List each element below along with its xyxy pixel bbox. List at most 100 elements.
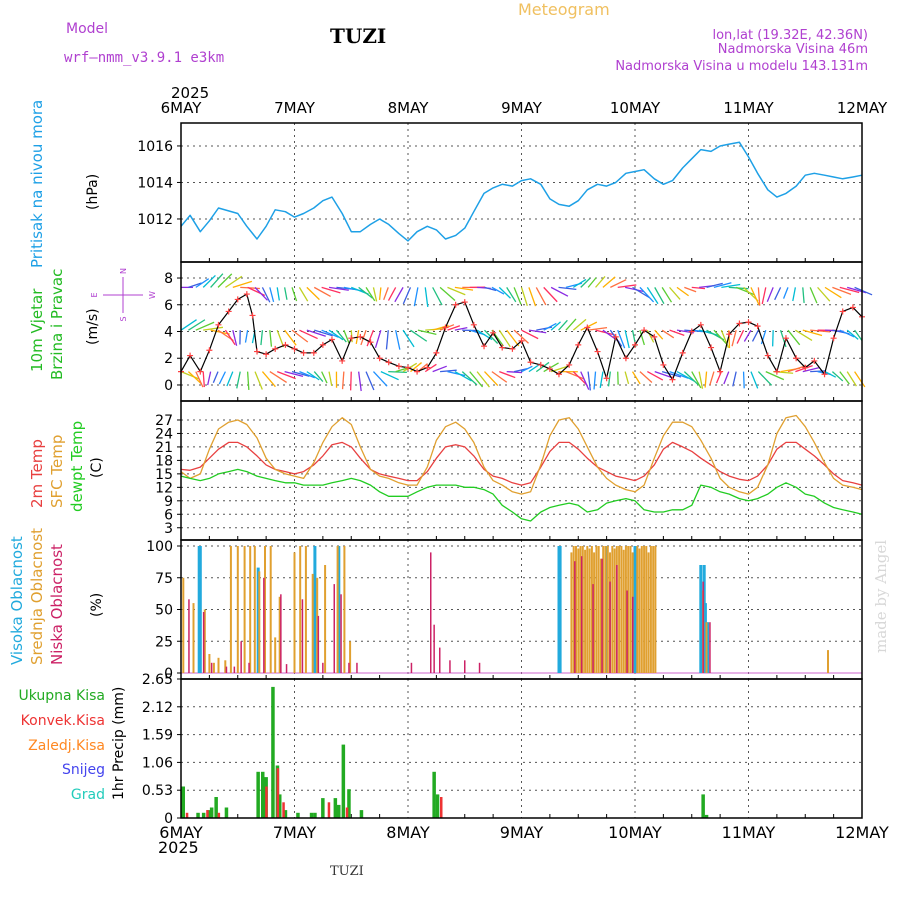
wind-speed-marker bbox=[234, 296, 241, 303]
wind-direction-arrow bbox=[610, 279, 627, 288]
wind-direction-arrow bbox=[210, 273, 224, 288]
compass-w: W bbox=[148, 291, 157, 299]
cloud-low-bar bbox=[301, 599, 304, 673]
wind-direction-arrow bbox=[269, 330, 273, 347]
wind-speed-marker bbox=[679, 349, 686, 356]
wind-direction-arrow bbox=[513, 287, 522, 305]
wind-speed-marker bbox=[669, 376, 676, 383]
compass-s: S bbox=[119, 316, 128, 321]
wind-direction-arrow bbox=[854, 286, 873, 296]
wind-direction-arrow bbox=[299, 329, 318, 340]
wind-direction-arrow bbox=[203, 326, 224, 331]
cloud-mid-bar bbox=[638, 548, 641, 673]
cloud-low-bar bbox=[225, 666, 228, 673]
y-tick-label: 15 bbox=[155, 467, 173, 483]
wind-direction-arrow bbox=[343, 329, 350, 344]
precip-legend-hail: Grad bbox=[71, 787, 105, 803]
wind-direction-arrow bbox=[676, 286, 689, 297]
wind-direction-arrow bbox=[387, 287, 397, 301]
wind-direction-arrow bbox=[291, 370, 310, 377]
wind-speed-marker bbox=[793, 355, 800, 362]
cloud-low-bar bbox=[478, 662, 481, 673]
cloud-high-bar bbox=[699, 565, 703, 673]
panel-frame bbox=[180, 678, 863, 819]
wind-direction-arrow bbox=[269, 371, 287, 383]
compass-n: N bbox=[119, 268, 128, 274]
wind-speed-marker bbox=[215, 321, 222, 328]
temp-title-2m: 2m Temp bbox=[28, 439, 46, 508]
cloud-mid-bar bbox=[336, 546, 339, 673]
wind-direction-arrow bbox=[654, 370, 673, 379]
wind-direction-arrow bbox=[349, 371, 352, 391]
wind-direction-arrow bbox=[639, 286, 655, 303]
precip-total-bar bbox=[196, 812, 200, 818]
wind-speed-marker bbox=[651, 333, 658, 340]
dewpt-line bbox=[180, 468, 863, 522]
wind-direction-arrow bbox=[366, 329, 375, 347]
cloud-mid-bar bbox=[203, 609, 206, 673]
wind-speed-marker bbox=[339, 357, 346, 364]
precip-conv-bar bbox=[282, 802, 285, 818]
cloud-high-bar bbox=[198, 546, 202, 673]
wind-direction-arrow bbox=[269, 287, 275, 303]
y-tick-label: 0 bbox=[164, 811, 173, 827]
cloud-high-bar bbox=[703, 603, 707, 673]
x-tick-label-bottom: 7MAY bbox=[273, 823, 317, 842]
year-top: 2025 bbox=[171, 84, 209, 102]
wind-direction-arrow bbox=[774, 287, 782, 301]
precip-total-bar bbox=[435, 794, 440, 818]
cloud-mid-bar bbox=[640, 546, 643, 673]
wind-direction-arrow bbox=[469, 371, 484, 388]
precip-total-bar bbox=[271, 686, 275, 818]
wind-direction-arrow bbox=[321, 371, 328, 384]
wind-direction-arrow bbox=[232, 330, 238, 346]
wind-direction-arrow bbox=[624, 371, 630, 385]
wind-direction-arrow bbox=[543, 286, 558, 303]
cloud-mid-bar bbox=[278, 596, 281, 673]
cloud-low-bar bbox=[285, 664, 288, 673]
cloud-low-bar bbox=[188, 599, 190, 673]
cloud-low-bar bbox=[317, 615, 320, 673]
wind-direction-arrow bbox=[824, 286, 842, 299]
y-tick-label: 1012 bbox=[137, 212, 173, 228]
wind-direction-arrow bbox=[802, 287, 805, 304]
temp2m-line bbox=[180, 441, 863, 486]
tick-layer: 1012101410160246836912151821242702550751… bbox=[137, 99, 889, 842]
wind-direction-arrow bbox=[543, 322, 557, 331]
wind-direction-arrow bbox=[750, 287, 760, 306]
precip-total-bar bbox=[201, 812, 206, 818]
x-tick-label-top: 8MAY bbox=[388, 99, 430, 117]
compass-rose: N E S W bbox=[90, 268, 157, 322]
wind-direction-arrow bbox=[731, 330, 737, 347]
wind-direction-arrow bbox=[454, 371, 472, 382]
wind-direction-arrow bbox=[372, 371, 388, 387]
wind-speed-marker bbox=[764, 352, 771, 359]
y-tick-label: 18 bbox=[155, 453, 173, 469]
cloud-mid-bar bbox=[575, 546, 577, 673]
wind-direction-arrow bbox=[599, 371, 604, 388]
cloud-mid-bar bbox=[627, 546, 630, 673]
wind-direction-arrow bbox=[306, 286, 320, 301]
wind-speed-marker bbox=[300, 349, 307, 356]
precip-total-bar bbox=[309, 812, 314, 818]
y-tick-label: 2.65 bbox=[142, 672, 173, 688]
cloud-low-bar bbox=[240, 641, 242, 674]
wind-direction-arrow bbox=[661, 329, 675, 339]
wind-speed-marker bbox=[481, 343, 488, 350]
wind-speed-marker bbox=[367, 339, 374, 346]
wind-direction-arrow bbox=[195, 321, 215, 331]
cloud-mid-bar bbox=[572, 546, 575, 673]
cloud-mid-bar bbox=[243, 546, 246, 673]
sfc-temp-line bbox=[180, 414, 863, 495]
cloud-mid-bar bbox=[229, 546, 232, 673]
cloud-mid-bar bbox=[624, 546, 627, 673]
wind-direction-arrow bbox=[284, 370, 304, 378]
precip-total-bar bbox=[321, 798, 325, 818]
wind-direction-arrow bbox=[854, 371, 866, 388]
wind-direction-arrow bbox=[202, 274, 216, 288]
wind-direction-arrow bbox=[721, 283, 741, 289]
x-tick-label-bottom: 12MAY bbox=[835, 823, 889, 842]
precip-total-bar bbox=[432, 771, 436, 818]
wind-speed-marker bbox=[688, 328, 695, 335]
wind-direction-arrow bbox=[291, 329, 309, 343]
